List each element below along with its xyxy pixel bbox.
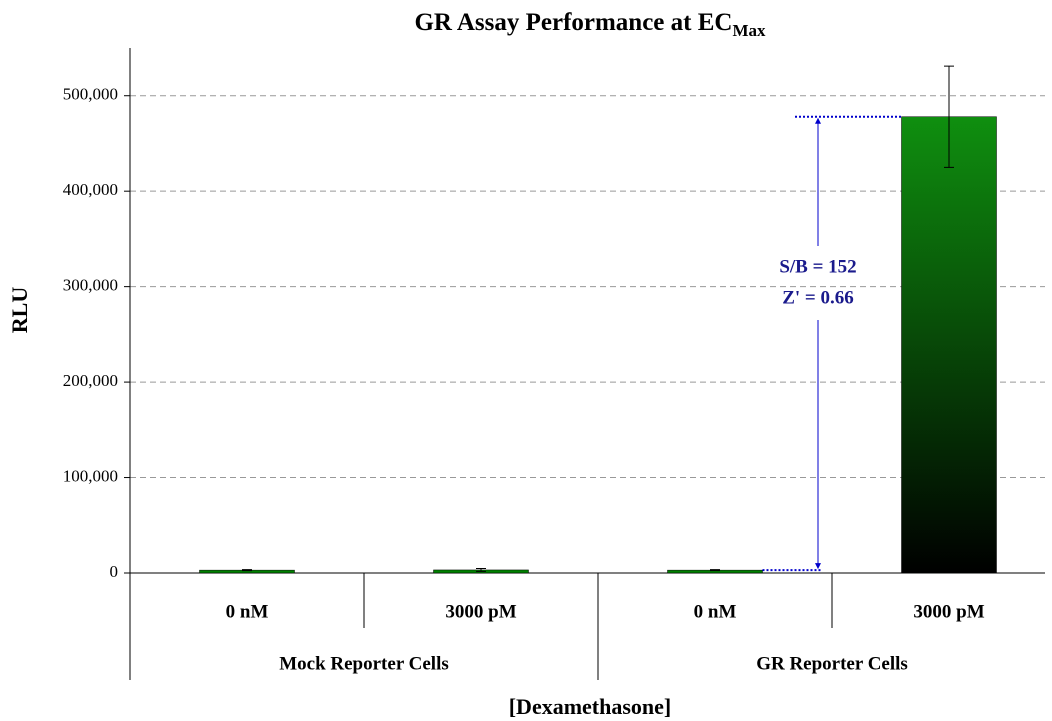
error-bar bbox=[476, 568, 486, 572]
annotation-text: Z' = 0.66 bbox=[782, 287, 854, 308]
title-main: GR Assay Performance at EC bbox=[414, 9, 732, 36]
title-subscript: Max bbox=[732, 21, 766, 40]
group-label: GR Reporter Cells bbox=[756, 653, 908, 674]
x-tick-label: 0 nM bbox=[226, 601, 269, 622]
y-axis-title: RLU bbox=[7, 287, 32, 334]
y-tick-label: 300,000 bbox=[63, 276, 118, 295]
arrow-head bbox=[815, 563, 821, 570]
error-bar bbox=[710, 569, 720, 572]
arrow-head bbox=[815, 117, 821, 124]
y-tick-label: 100,000 bbox=[63, 466, 118, 485]
annotation-text: S/B = 152 bbox=[779, 256, 856, 277]
y-tick-label: 0 bbox=[110, 562, 119, 581]
y-tick-label: 500,000 bbox=[63, 85, 118, 104]
x-tick-label: 3000 pM bbox=[445, 601, 516, 622]
y-tick-label: 200,000 bbox=[63, 371, 118, 390]
x-axis-title: [Dexamethasone] bbox=[509, 694, 672, 719]
x-tick-label: 3000 pM bbox=[913, 601, 984, 622]
error-bar bbox=[242, 569, 252, 572]
x-tick-label: 0 nM bbox=[694, 601, 737, 622]
chart-title: GR Assay Performance at ECMax bbox=[414, 9, 766, 40]
error-bar bbox=[944, 65, 954, 168]
group-label: Mock Reporter Cells bbox=[279, 653, 449, 674]
bar bbox=[901, 116, 997, 574]
y-tick-label: 400,000 bbox=[63, 180, 118, 199]
